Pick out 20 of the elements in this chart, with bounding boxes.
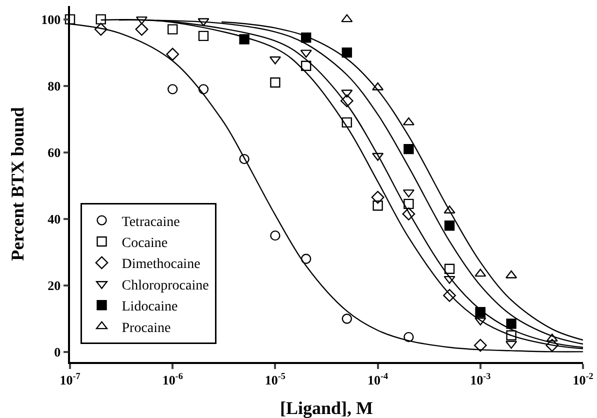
x-tick-label: 10$^{-7}$ [60,370,81,388]
legend-label: Dimethocaine [122,257,200,272]
x-axis-title: [Ligand], M [280,398,374,418]
y-tick-label: 40 [48,211,61,226]
y-axis-title: Percent BTX bound [8,107,28,261]
y-tick-label: 0 [54,344,61,360]
y-tick-label: 60 [48,144,61,160]
y-tick-label: 20 [48,278,61,294]
x-tick-label: 10$^{-4}$ [368,370,389,388]
legend-label: Tetracaine [122,214,180,230]
y-tick-label: 80 [48,78,61,94]
legend-label: Procaine [122,320,171,336]
x-tick-label: 10$^{-2}$ [572,370,594,388]
y-tick-label: 100 [41,12,61,27]
legend-label: Cocaine [122,236,168,251]
x-tick-label: 10$^{-3}$ [470,370,492,388]
legend-label: Lidocaine [122,300,178,315]
x-tick-label: 10$^{-5}$ [264,370,286,388]
legend-label: Chloroprocaine [122,278,209,294]
x-tick-label: 10$^{-6}$ [162,370,184,388]
